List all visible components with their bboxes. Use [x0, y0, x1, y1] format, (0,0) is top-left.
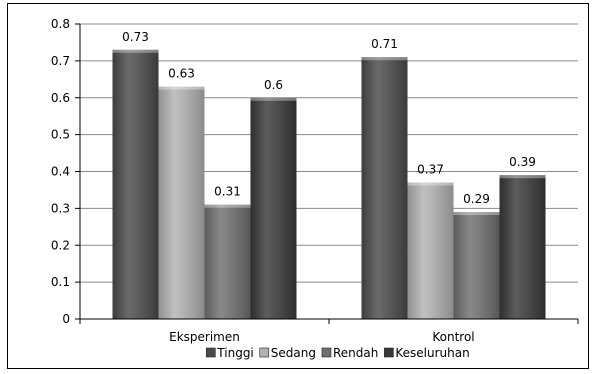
- legend-item-rendah: Rendah: [321, 346, 378, 360]
- legend-label: Tinggi: [216, 346, 253, 360]
- legend-swatch: [321, 347, 332, 358]
- legend-item-sedang: Sedang: [259, 346, 316, 360]
- y-tick-label: 0.4: [51, 165, 70, 179]
- legend-swatch: [259, 347, 270, 358]
- bar-top-bevel: [112, 49, 159, 53]
- legend-item-tinggi: Tinggi: [206, 346, 254, 360]
- legend-swatch: [206, 347, 216, 358]
- data-label: 0.63: [168, 67, 195, 81]
- y-tick-label: 0: [62, 312, 70, 326]
- bar-shading: [204, 204, 251, 319]
- bar-top-bevel: [407, 182, 454, 186]
- bar-top-bevel: [453, 212, 500, 216]
- legend-label: Sedang: [271, 346, 316, 360]
- bar-shading: [250, 97, 297, 319]
- data-label: 0.29: [463, 192, 490, 206]
- bar-shading: [112, 49, 159, 319]
- data-label: 0.39: [509, 155, 536, 169]
- bar-top-bevel: [250, 97, 297, 101]
- category-label: Eksperimen: [169, 330, 240, 344]
- y-tick-label: 0.5: [51, 128, 70, 142]
- bar-shading: [361, 57, 408, 319]
- y-axis-tick-labels: 0 0.1 0.2 0.3 0.4 0.5 0.6 0.7 0.8: [51, 17, 80, 326]
- bar-shading: [499, 175, 546, 319]
- data-label: 0.37: [417, 163, 444, 177]
- data-label: 0.31: [214, 185, 241, 199]
- y-tick-label: 0.7: [51, 54, 70, 68]
- bar-shading: [453, 212, 500, 319]
- y-tick-label: 0.3: [51, 201, 70, 215]
- y-tick-label: 0.6: [51, 91, 70, 105]
- legend-swatch: [384, 347, 394, 358]
- x-axis-category-labels: Eksperimen Kontrol: [169, 330, 475, 344]
- bar-top-bevel: [204, 204, 251, 208]
- category-label: Kontrol: [432, 330, 474, 344]
- bars: [112, 49, 546, 319]
- bar-shading: [407, 182, 454, 319]
- data-labels: 0.73 0.63 0.31 0.6 0.71 0.37 0.29 0.39: [122, 30, 536, 206]
- axes: [79, 24, 579, 324]
- y-tick-label: 0.8: [51, 17, 70, 31]
- bar-top-bevel: [361, 57, 408, 61]
- legend-item-keseluruhan: Keseluruhan: [384, 346, 470, 360]
- bar-shading: [158, 86, 205, 319]
- y-tick-label: 0.2: [51, 238, 70, 252]
- data-label: 0.6: [264, 78, 283, 92]
- data-label: 0.71: [371, 37, 398, 51]
- bar-top-bevel: [158, 86, 205, 90]
- legend: Tinggi Sedang Rendah Keseluruhan: [206, 346, 470, 360]
- y-tick-label: 0.1: [51, 275, 70, 289]
- legend-label: Rendah: [333, 346, 378, 360]
- data-label: 0.73: [122, 30, 149, 44]
- legend-label: Keseluruhan: [395, 346, 469, 360]
- bar-top-bevel: [499, 175, 546, 179]
